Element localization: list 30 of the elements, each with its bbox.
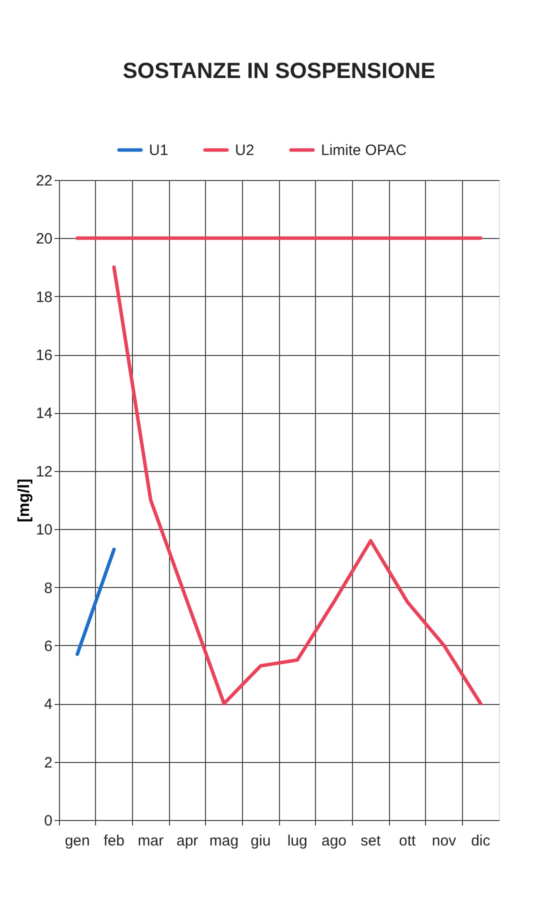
x-tick-label: gen [64,832,90,850]
y-tick-label: 14 [36,405,52,422]
chart-title: SOSTANZE IN SOSPENSIONE [122,58,436,83]
x-tick-label: giu [250,832,271,850]
x-tick-label: apr [176,832,198,850]
x-tick-label: ago [321,832,347,850]
x-tick-label: lug [287,832,308,850]
y-tick-label: 2 [44,754,52,772]
y-tick-label: 16 [36,347,52,364]
legend-label: U2 [235,142,254,159]
line-series [112,266,482,706]
legend-label: Limite OPAC [321,142,407,159]
y-tick-label: 10 [36,522,52,539]
y-tick-label: 12 [36,463,52,480]
legend-label: U1 [149,142,168,159]
x-tick-label: set [360,832,382,850]
y-tick-label: 20 [36,230,52,248]
y-tick-label: 0 [44,812,52,830]
y-tick-label: 18 [36,288,52,306]
x-tick-label: ott [398,832,416,850]
x-tick-label: feb [104,832,124,850]
y-tick-label: 22 [36,172,52,190]
x-tick-label: mag [209,832,239,850]
x-tick-label: mar [138,832,164,850]
x-tick-label: dic [471,832,491,850]
y-axis-title: [mg/l] [16,478,33,522]
y-tick-label: 4 [44,696,52,714]
y-tick-label: 6 [44,638,52,655]
x-tick-label: nov [432,832,457,850]
y-tick-label: 8 [44,580,52,597]
